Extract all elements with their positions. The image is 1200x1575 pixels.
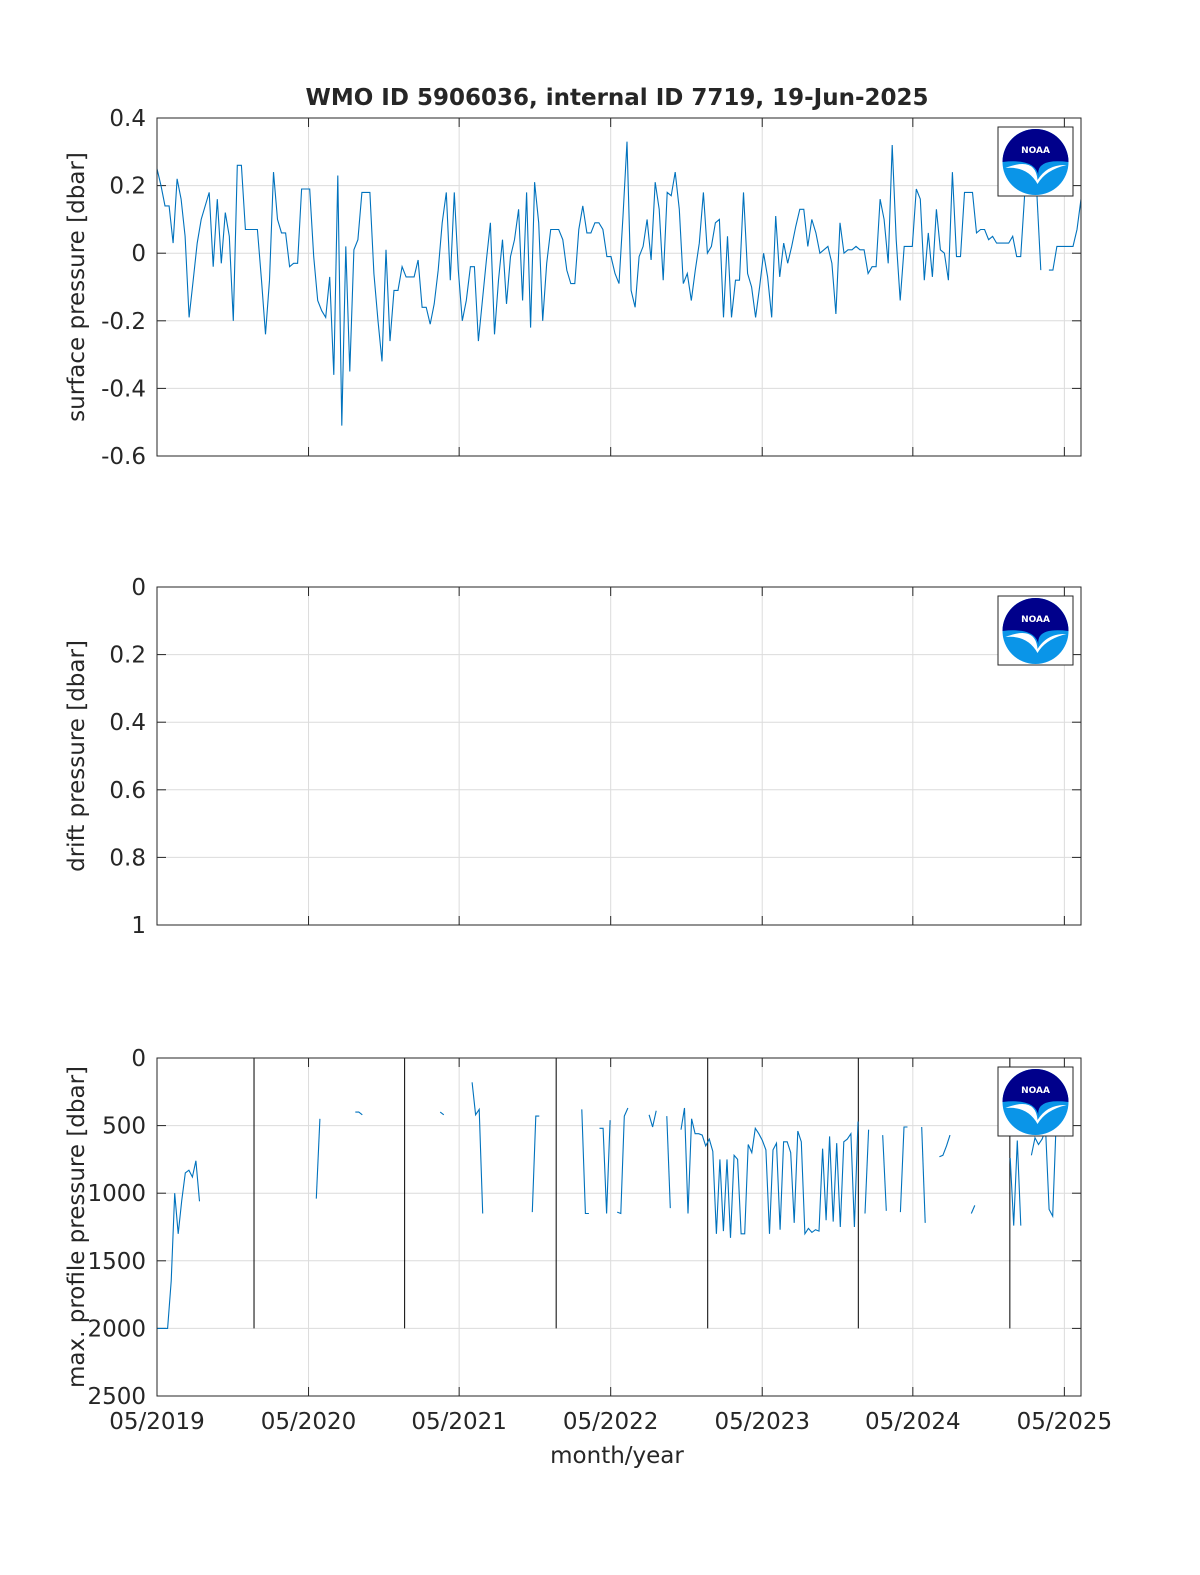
x-axis-label: month/year (550, 1443, 684, 1469)
logo-gull (1005, 164, 1067, 184)
series-line (531, 1115, 540, 1213)
y-tick-label: 0.8 (109, 845, 146, 871)
x-tick-label: 05/2024 (865, 1409, 961, 1435)
x-tick-label: 05/2023 (714, 1409, 810, 1435)
logo-top (1002, 1069, 1069, 1116)
panels: 0.4 0.2 0 -0.2 -0.4 -0.6 surface pressure [dba… (64, 106, 1112, 1435)
plot-area (157, 1058, 1081, 1396)
panel-1: 0.4 0.2 0 -0.2 -0.4 -0.6 surface pressure [dba… (64, 106, 1082, 470)
y-tick-label: 0.4 (109, 710, 146, 736)
series-line (921, 1126, 926, 1223)
logo-top (1002, 598, 1069, 645)
series-line (157, 1160, 201, 1329)
series-line (617, 1107, 629, 1215)
noaa-logo: NOAA (997, 126, 1074, 197)
y-tick-label: 0 (131, 575, 146, 601)
y-tick-label: -0.2 (101, 309, 146, 335)
y-axis-label: surface pressure [dbar] (64, 152, 90, 422)
series-line (864, 1129, 870, 1214)
series-line (471, 1082, 484, 1214)
y-tick-label: 1 (131, 913, 146, 939)
series-line (581, 1109, 589, 1215)
y-tick-label: 0 (131, 1046, 146, 1072)
x-tick-label: 05/2021 (411, 1409, 507, 1435)
series-line (899, 1126, 908, 1213)
figure-title: WMO ID 5906036, internal ID 7719, 19-Jun… (305, 85, 928, 111)
series-line (355, 1111, 363, 1116)
y-axis-label: max. profile pressure [dbar] (64, 1066, 90, 1388)
x-tick-label: 05/2022 (563, 1409, 659, 1435)
y-tick-label: -0.4 (101, 376, 146, 402)
logo-text: NOAA (1021, 615, 1050, 625)
y-tick-label: 1000 (87, 1181, 146, 1207)
x-tick-label: 05/2019 (109, 1409, 205, 1435)
plot-area (157, 118, 1081, 456)
logo-gull (1005, 1104, 1067, 1124)
series-line (666, 1116, 671, 1209)
panel-2: 0 0.2 0.4 0.6 0.8 1 drift pressure [dbar] NOAA (64, 575, 1082, 939)
noaa-logo: NOAA (997, 595, 1074, 666)
y-tick-label: 0.4 (109, 106, 146, 132)
y-tick-label: -0.6 (101, 444, 146, 470)
axes-box (156, 586, 1082, 926)
axes-box (156, 1057, 1082, 1397)
y-tick-label: 500 (102, 1114, 146, 1140)
logo-gull (1005, 633, 1067, 653)
series-line (648, 1110, 657, 1128)
y-axis-label: drift pressure [dbar] (64, 640, 90, 872)
series-line (1009, 1140, 1022, 1226)
y-tick-label: 2500 (87, 1384, 146, 1410)
y-tick-label: 0 (131, 241, 146, 267)
y-tick-label: 2000 (87, 1316, 146, 1342)
logo-text: NOAA (1021, 146, 1050, 156)
series-line (439, 1111, 445, 1116)
series-line (315, 1118, 321, 1199)
x-tick-label: 05/2020 (261, 1409, 357, 1435)
series-line (970, 1205, 976, 1214)
series-line (680, 1107, 859, 1238)
axes-box (156, 117, 1082, 457)
series-line (939, 1134, 951, 1158)
y-tick-label: 0.2 (109, 643, 146, 669)
x-tick-label: 05/2025 (1017, 1409, 1113, 1435)
series-line (882, 1135, 887, 1211)
plot-area (157, 587, 1081, 925)
series-line (156, 141, 1026, 426)
series-line (599, 1120, 611, 1214)
y-tick-label: 0.6 (109, 778, 146, 804)
series-line (1036, 192, 1042, 271)
series-line (1048, 199, 1082, 271)
logo-text: NOAA (1021, 1086, 1050, 1096)
logo-top (1002, 129, 1069, 176)
y-tick-label: 1500 (87, 1249, 146, 1275)
noaa-logo: NOAA (997, 1066, 1074, 1137)
y-tick-label: 0.2 (109, 174, 146, 200)
